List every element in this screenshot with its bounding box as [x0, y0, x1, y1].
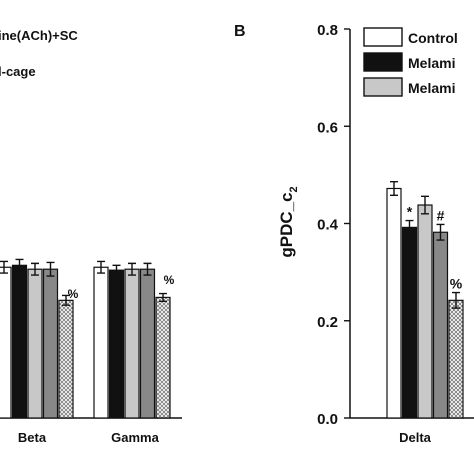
left-bars — [0, 258, 171, 419]
annotation-series-5: % — [450, 276, 463, 292]
bar-beta-series-3 — [27, 268, 43, 419]
legend: Control Melami Melami — [363, 27, 458, 97]
legend-label-control: Control — [408, 30, 458, 46]
left-annotation-beta: % — [68, 287, 79, 301]
legend-swatch-melami-1 — [363, 52, 403, 72]
error-bar-gamma-series-4 — [143, 262, 152, 276]
error-bar-beta-series-4 — [46, 261, 55, 277]
legend-swatch-melami-2 — [363, 77, 403, 97]
y-axis-title: gPDC_c2 — [277, 186, 300, 257]
bar-gamma-series-1 — [93, 266, 109, 419]
y-tick-label: 0.8 — [317, 22, 338, 39]
error-bar-gamma-series-3 — [128, 262, 136, 276]
error-bar-beta-series-3 — [31, 262, 39, 276]
y-tick-label: 0.0 — [317, 411, 338, 428]
legend-label-melami-1: Melami — [408, 55, 455, 71]
y-tick-label: 0.2 — [317, 314, 338, 331]
error-bar-gamma-series-2 — [112, 264, 121, 276]
right-panel: B gPDC_c2 0.0 0.2 0.4 0.6 0.8 * #% Delta Cont… — [234, 22, 474, 445]
bar-gamma-series-3 — [124, 268, 140, 419]
left-panel: ine(ACh)+SC l-cage Beta Gamma % % — [0, 28, 182, 445]
bar-gamma-series-2 — [108, 269, 125, 419]
left-legend-line-2: l-cage — [0, 64, 36, 79]
bar-delta-series-1 — [386, 187, 402, 419]
left-x-tick-gamma: Gamma — [111, 430, 159, 445]
error-bar-beta-series-1 — [0, 260, 8, 274]
annotation-series-4: # — [437, 207, 445, 223]
right-annotations: * #% — [407, 204, 463, 292]
y-tick-label: 0.4 — [317, 217, 339, 234]
error-bar-delta-series-5 — [452, 291, 460, 309]
y-ticks: 0.0 0.2 0.4 0.6 0.8 — [317, 22, 350, 428]
error-bar-beta-series-5 — [62, 294, 70, 306]
error-bar-delta-series-3 — [421, 195, 429, 215]
bar-delta-series-2 — [401, 226, 418, 419]
bar-beta-series-1 — [0, 266, 12, 419]
y-tick-label: 0.6 — [317, 119, 338, 136]
panel-label-b: B — [234, 23, 246, 40]
bar-beta-series-5 — [58, 299, 74, 419]
left-annotation-gamma: % — [164, 273, 175, 287]
error-bar-gamma-series-5 — [159, 292, 167, 302]
left-x-tick-beta: Beta — [18, 430, 47, 445]
bar-delta-series-3 — [417, 204, 433, 419]
y-axis-title-subscript: 2 — [288, 186, 300, 192]
left-legend-line-1: ine(ACh)+SC — [0, 28, 78, 43]
error-bar-beta-series-2 — [15, 258, 24, 272]
legend-swatch-control — [363, 27, 403, 47]
error-bar-delta-series-2 — [405, 219, 414, 235]
right-bars — [386, 180, 464, 419]
bar-delta-series-5 — [448, 299, 464, 419]
bar-gamma-series-5 — [155, 296, 171, 419]
bar-beta-series-4 — [42, 268, 59, 419]
error-bar-gamma-series-1 — [97, 260, 105, 274]
annotation-series-2: * — [407, 204, 413, 220]
y-axis-title-main: gPDC_c — [277, 192, 296, 257]
error-bar-delta-series-1 — [390, 180, 398, 196]
bar-delta-series-4 — [432, 231, 449, 419]
error-bar-delta-series-4 — [436, 223, 445, 241]
bar-gamma-series-4 — [139, 268, 156, 419]
x-tick-delta: Delta — [399, 430, 432, 445]
legend-label-melami-2: Melami — [408, 80, 455, 96]
bar-beta-series-2 — [11, 264, 28, 419]
